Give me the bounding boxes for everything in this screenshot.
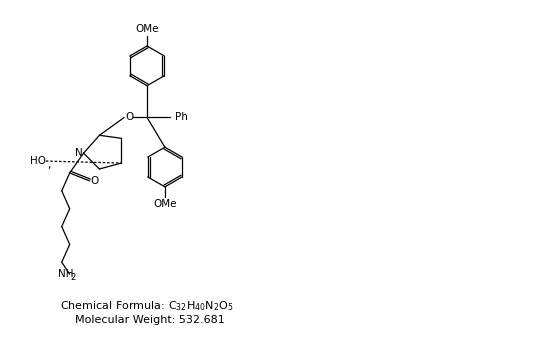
Text: NH: NH xyxy=(58,269,73,279)
Text: N: N xyxy=(75,148,83,158)
Text: OMe: OMe xyxy=(135,24,159,34)
Text: O: O xyxy=(90,176,99,186)
Text: 2: 2 xyxy=(71,272,76,282)
Text: Molecular Weight: 532.681: Molecular Weight: 532.681 xyxy=(75,315,224,325)
Text: Ph: Ph xyxy=(175,113,187,122)
Text: ,: , xyxy=(47,160,50,170)
Text: O: O xyxy=(125,113,133,122)
Text: OMe: OMe xyxy=(153,199,176,209)
Text: HO: HO xyxy=(30,156,46,166)
Text: Chemical Formula: $\mathregular{C_{32}H_{40}N_2O_5}$: Chemical Formula: $\mathregular{C_{32}H_… xyxy=(60,299,233,313)
